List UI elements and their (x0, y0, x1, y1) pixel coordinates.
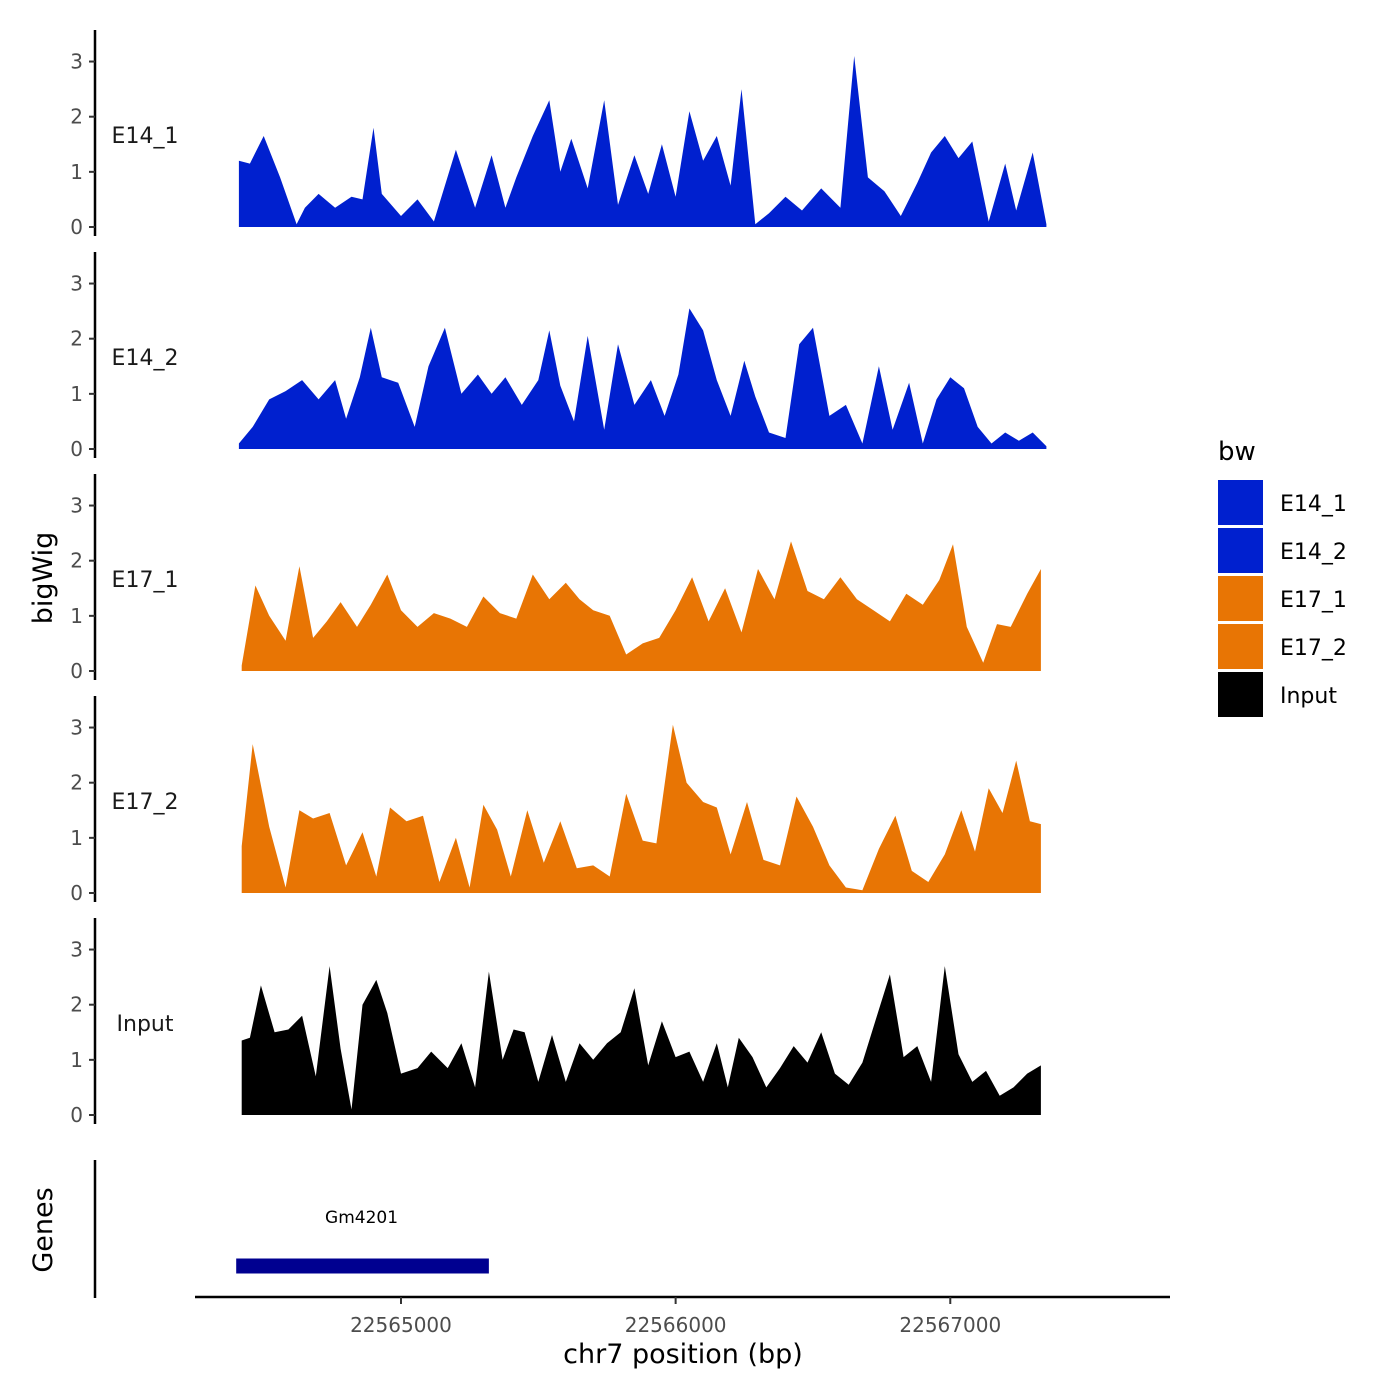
x-tick-label: 22565000 (350, 1313, 452, 1337)
legend: bw E14_1 E14_2 E17_1 E17_2 Input (1218, 437, 1347, 717)
legend-label: E17_1 (1280, 588, 1347, 613)
y-tick-label: 2 (70, 993, 83, 1017)
coverage-tracks: 0 1 2 3 E14_1 0 1 2 3 E14_2 0 1 2 3 E17_1 0 1 2 3 E17_2 0 1 2 3… (70, 30, 1047, 1127)
x-tick-label: 22566000 (625, 1313, 727, 1337)
genes-axis-title: Genes (28, 1187, 59, 1272)
track-E17_2: 0 1 2 3 E17_2 (70, 696, 1041, 905)
legend-item-E17_2: E17_2 (1218, 624, 1347, 669)
y-tick-label: 3 (70, 50, 83, 74)
y-tick-label: 3 (70, 938, 83, 962)
track-label: Input (117, 1012, 174, 1037)
y-tick-label: 2 (70, 771, 83, 795)
y-tick-label: 1 (70, 604, 83, 628)
x-tick-label: 22567000 (899, 1313, 1001, 1337)
track-E17_1: 0 1 2 3 E17_1 (70, 474, 1041, 683)
legend-item-Input: Input (1218, 672, 1337, 717)
y-tick-label: 0 (70, 881, 83, 905)
legend-item-E14_1: E14_1 (1218, 480, 1347, 525)
track-label: E17_1 (112, 568, 179, 593)
legend-item-E17_1: E17_1 (1218, 576, 1347, 621)
y-tick-label: 0 (70, 1103, 83, 1127)
legend-label: E14_2 (1280, 540, 1347, 565)
track-label: E17_2 (112, 790, 179, 815)
track-label: E14_2 (112, 346, 179, 371)
legend-title: bw (1218, 437, 1256, 467)
y-tick-label: 0 (70, 659, 83, 683)
y-tick-label: 2 (70, 549, 83, 573)
legend-swatch (1218, 624, 1263, 669)
y-tick-label: 0 (70, 437, 83, 461)
track-E14_1: 0 1 2 3 E14_1 (70, 30, 1047, 239)
legend-item-E14_2: E14_2 (1218, 528, 1347, 573)
legend-label: E14_1 (1280, 492, 1347, 517)
y-tick-label: 3 (70, 272, 83, 296)
track-E14_2: 0 1 2 3 E14_2 (70, 252, 1047, 461)
track-Input: 0 1 2 3 Input (70, 918, 1041, 1127)
y-tick-label: 1 (70, 382, 83, 406)
y-tick-label: 3 (70, 494, 83, 518)
y-tick-label: 0 (70, 215, 83, 239)
genes-track: Gm4201 (93, 1160, 489, 1298)
coverage-area-E14_1 (238, 56, 1047, 227)
y-tick-label: 2 (70, 105, 83, 129)
legend-swatch (1218, 480, 1263, 525)
coverage-area-E17_1 (241, 541, 1041, 671)
y-axis-title: bigWig (28, 532, 59, 625)
y-tick-label: 3 (70, 716, 83, 740)
legend-swatch (1218, 576, 1263, 621)
y-tick-label: 1 (70, 826, 83, 850)
y-tick-label: 1 (70, 1048, 83, 1072)
track-label: E14_1 (112, 124, 179, 149)
x-axis: 22565000 22566000 22567000 (195, 1295, 1170, 1337)
y-tick-label: 2 (70, 327, 83, 351)
gene-label: Gm4201 (325, 1208, 398, 1228)
coverage-area-E14_2 (238, 308, 1047, 449)
coverage-area-E17_2 (241, 724, 1041, 893)
legend-label: E17_2 (1280, 636, 1347, 661)
y-tick-label: 1 (70, 160, 83, 184)
legend-label: Input (1280, 684, 1337, 709)
legend-swatch (1218, 528, 1263, 573)
coverage-area-Input (241, 966, 1041, 1115)
legend-swatch (1218, 672, 1263, 717)
x-axis-title: chr7 position (bp) (563, 1339, 803, 1370)
